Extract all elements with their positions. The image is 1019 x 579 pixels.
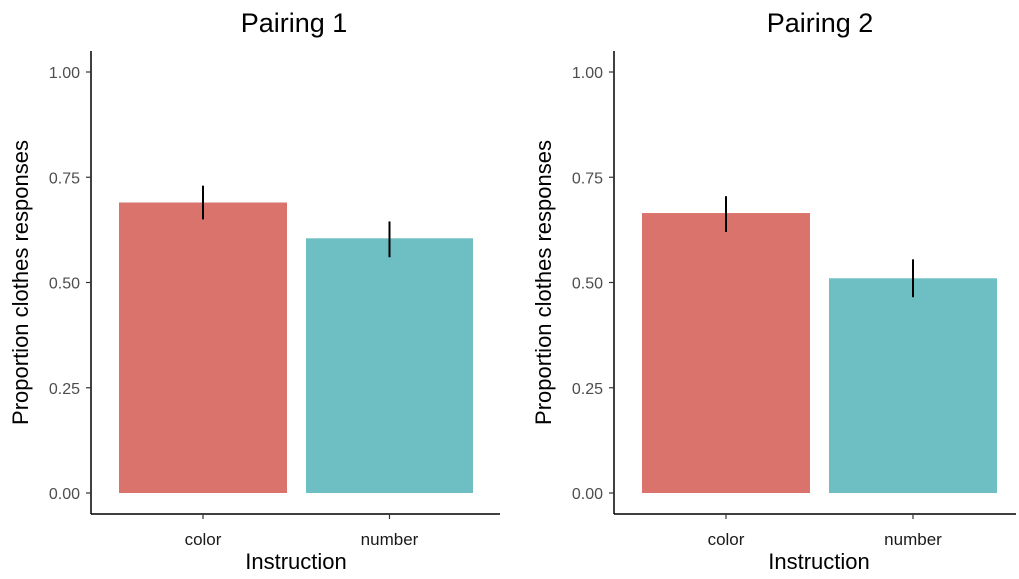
chart-panel-1: Pairing 1 0.00 0.25 0.50 0.75 1.00 color number… <box>8 8 500 574</box>
x-axis-title: Instruction <box>768 549 870 574</box>
bar-number <box>829 278 997 493</box>
y-tick-label: 0.25 <box>572 381 603 398</box>
y-tick-label: 1.00 <box>572 65 603 82</box>
y-axis-title: Proportion clothes responses <box>8 140 33 425</box>
y-tick-label: 0.50 <box>49 276 80 293</box>
y-tick-label: 0.75 <box>572 170 603 187</box>
bar-color <box>119 202 287 493</box>
x-tick-label: color <box>185 530 222 549</box>
x-tick-label: color <box>708 530 745 549</box>
bar-number <box>306 238 473 493</box>
y-tick-label: 0.25 <box>49 381 80 398</box>
chart-panel-2: Pairing 2 0.00 0.25 0.50 0.75 1.00 color number… <box>531 8 1016 574</box>
y-axis-title: Proportion clothes responses <box>531 140 556 425</box>
chart-title: Pairing 2 <box>767 8 874 38</box>
y-tick-label: 0.50 <box>572 276 603 293</box>
x-axis-title: Instruction <box>245 549 347 574</box>
y-tick-label: 0.00 <box>572 486 603 503</box>
x-tick-label: number <box>361 530 419 549</box>
bar-color <box>642 213 810 493</box>
y-tick-label: 1.00 <box>49 65 80 82</box>
x-tick-label: number <box>884 530 942 549</box>
chart-title: Pairing 1 <box>241 8 348 38</box>
y-tick-label: 0.75 <box>49 170 80 187</box>
y-tick-label: 0.00 <box>49 486 80 503</box>
